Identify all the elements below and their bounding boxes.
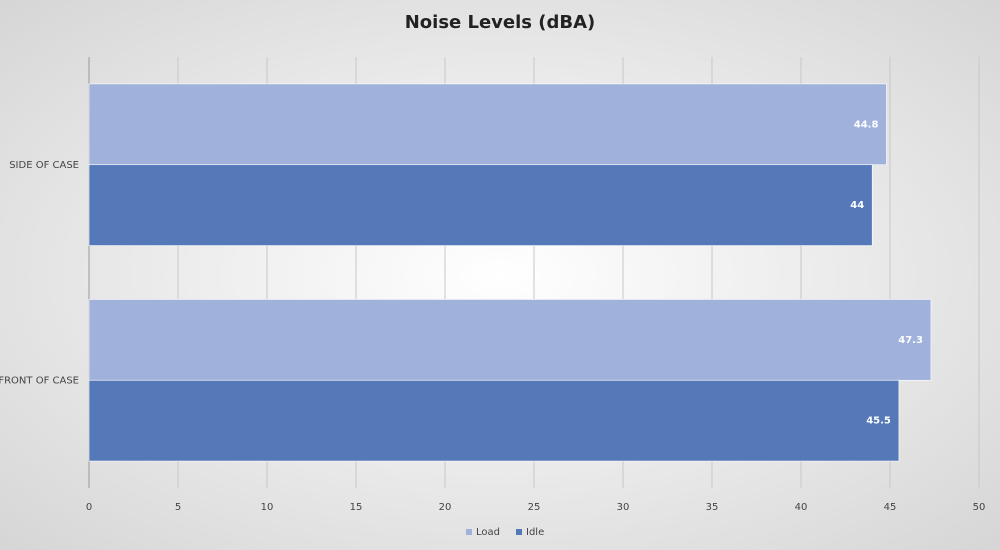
bar <box>88 299 932 381</box>
x-tick-label: 50 <box>973 502 986 513</box>
x-tick-label: 35 <box>706 502 719 513</box>
chart-title: Noise Levels (dBA) <box>405 12 596 33</box>
value-label: 44.8 <box>854 119 879 130</box>
x-tick-label: 10 <box>261 502 274 513</box>
value-label: 47.3 <box>898 335 923 346</box>
bar <box>88 164 873 246</box>
bar <box>88 379 900 462</box>
legend-swatch <box>516 529 522 535</box>
bar <box>88 83 887 166</box>
y-tick-label: SIDE OF CASE <box>9 160 79 171</box>
x-tick-label: 25 <box>528 502 541 513</box>
value-label: 45.5 <box>866 416 891 427</box>
x-tick-label: 15 <box>350 502 363 513</box>
x-tick-label: 45 <box>884 502 897 513</box>
x-tick-label: 20 <box>439 502 452 513</box>
x-tick-label: 40 <box>795 502 808 513</box>
value-label: 44 <box>850 200 864 211</box>
legend-label: Idle <box>526 527 544 538</box>
legend-label: Load <box>476 527 500 538</box>
x-tick-label: 0 <box>86 502 92 513</box>
x-tick-label: 30 <box>617 502 630 513</box>
y-tick-label: FRONT OF CASE <box>0 375 79 386</box>
x-tick-label: 5 <box>175 502 181 513</box>
legend-swatch <box>466 529 472 535</box>
